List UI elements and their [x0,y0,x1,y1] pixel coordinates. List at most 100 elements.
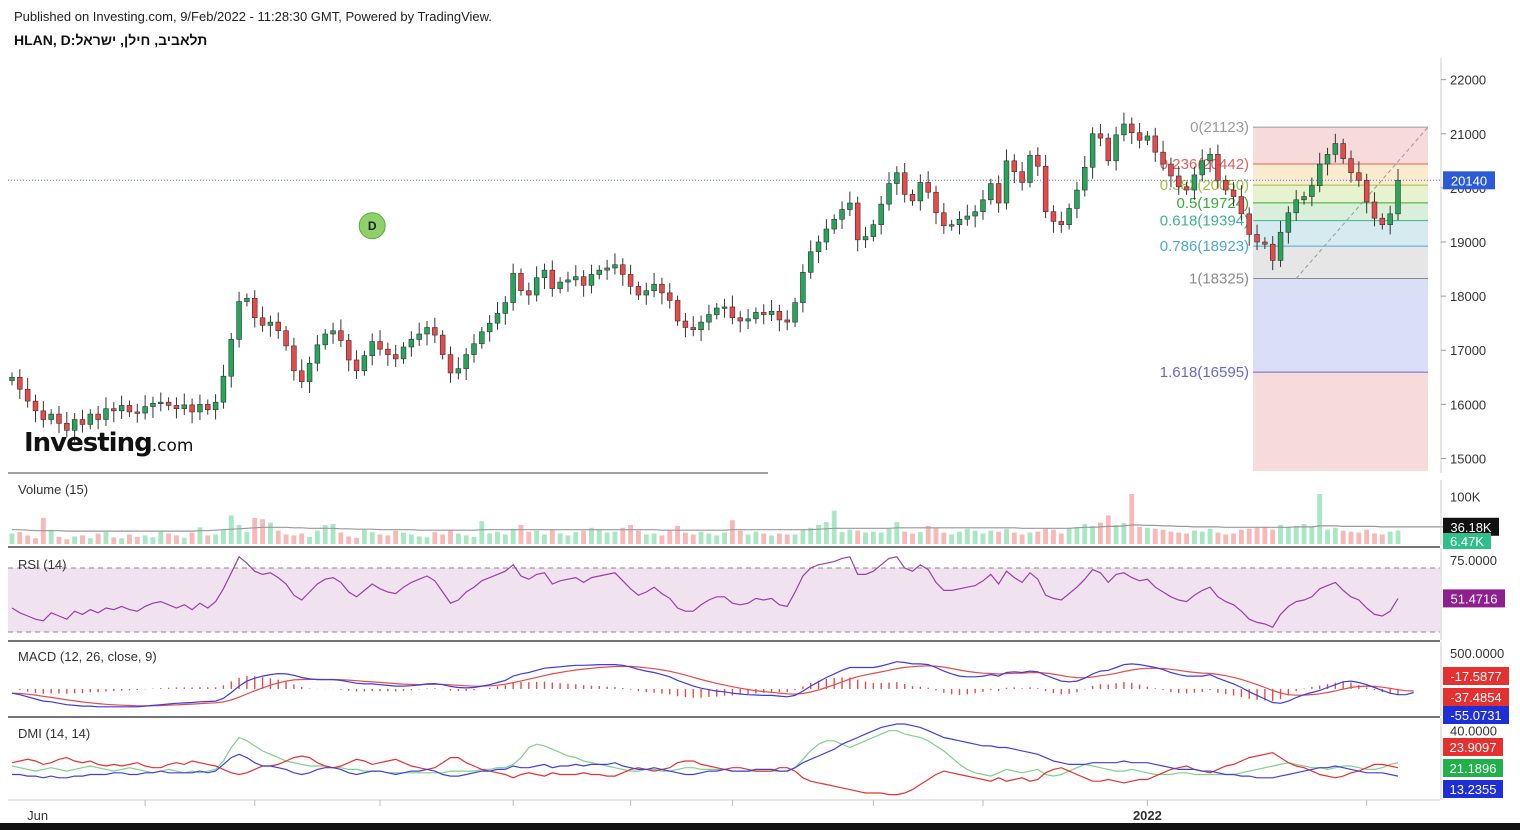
price-tick-label-4: 18000 [1450,289,1486,304]
candle-82 [651,283,657,292]
candle-130 [1027,155,1033,183]
candle-131 [1035,155,1041,167]
candle-71 [565,279,571,283]
candle-61 [486,322,493,333]
candle-159 [1254,234,1260,243]
candle-132 [1042,165,1049,212]
candle-12 [103,408,109,420]
candle-91 [721,306,728,309]
volume-bar-131 [1035,531,1041,544]
candle-37 [299,370,305,382]
candle-32 [259,317,266,326]
price-tick-label-3: 19000 [1450,235,1486,250]
volume-bar-120 [949,534,955,544]
volume-bar-34 [275,530,281,544]
candle-174 [1371,201,1378,219]
candle-31 [252,297,258,319]
volume-bar-69 [549,529,555,544]
candle-121 [956,218,963,225]
volume-bar-114 [902,531,908,544]
candle-96 [761,312,767,315]
volume-bar-81 [643,534,649,544]
volume-bar-160 [1262,526,1268,544]
volume-bar-64 [510,528,516,544]
candle-108 [854,202,861,241]
volume-bar-85 [675,525,681,544]
fib-label-5: 0.786(18923) [1160,238,1249,255]
candle-8 [71,419,78,431]
candle-34 [275,321,281,332]
volume-bar-144 [1137,526,1143,544]
volume-bar-86 [682,532,688,544]
volume-bar-55 [440,534,446,544]
volume-bar-82 [651,533,657,544]
volume-bar-116 [917,532,923,544]
candle-36 [291,345,297,372]
candle-5 [48,413,54,420]
volume-bar-21 [174,535,179,544]
candle-67 [533,277,540,296]
candle-101 [800,272,806,303]
volume-bar-109 [863,532,868,544]
volume-bar-140 [1105,515,1111,544]
candle-93 [737,317,743,322]
candle-134 [1058,221,1065,225]
candle-115 [909,194,916,202]
candle-88 [698,321,704,330]
x-label-1: 2022 [1133,808,1162,823]
candle-24 [197,404,203,413]
candle-19 [158,401,164,404]
fib-zone-3 [1253,202,1428,221]
dmi-badge-0 [1443,738,1503,756]
candle-170 [1340,143,1346,159]
volume-bar-121 [957,531,962,544]
volume-bar-149 [1176,532,1182,544]
volume-bar-143 [1129,494,1135,544]
volume-bar-132 [1043,528,1049,544]
candle-0 [9,376,15,381]
candle-160 [1262,241,1268,245]
candle-105 [831,218,837,230]
candle-48 [385,348,391,355]
candle-65 [518,273,524,292]
volume-bar-38 [307,536,312,544]
fib-label-0: 0(21123) [1190,119,1249,136]
volume-bar-95 [753,531,759,544]
candle-154 [1215,154,1221,181]
volume-bar-77 [612,531,618,544]
symbol-title: תלאביב, חילן, ישראל:HLAN, D [14,32,208,48]
volume-bar-103 [816,524,821,544]
volume-bar-41 [330,524,336,544]
volume-bar-138 [1090,525,1096,544]
volume-bar-54 [432,532,438,544]
candle-118 [933,191,939,214]
volume-bar-169 [1332,527,1338,544]
candle-11 [95,413,101,420]
candle-40 [322,333,328,346]
candle-59 [471,343,477,355]
volume-bar-79 [628,524,634,544]
volume-bar-156 [1231,533,1236,544]
candle-66 [526,290,532,296]
candle-4 [40,410,47,420]
candle-128 [1011,160,1018,172]
volume-bar-62 [495,531,500,544]
candle-110 [870,224,877,237]
volume-bar-70 [557,533,563,544]
volume-bar-1 [17,532,23,544]
volume-bar-2 [25,535,31,544]
volume-bar-60 [479,521,485,544]
volume-bar-35 [283,534,289,544]
candle-98 [776,310,783,321]
volume-bar-158 [1246,528,1252,544]
volume-bar-26 [213,534,219,544]
volume-bar-37 [299,533,305,544]
candle-60 [479,331,485,345]
volume-bar-7 [64,539,70,544]
candle-58 [463,354,469,369]
volume-bar-154 [1215,532,1221,544]
dividend-marker [358,212,386,240]
dmi-badge-value-0: 23.9097 [1450,740,1497,755]
candle-129 [1019,171,1025,183]
